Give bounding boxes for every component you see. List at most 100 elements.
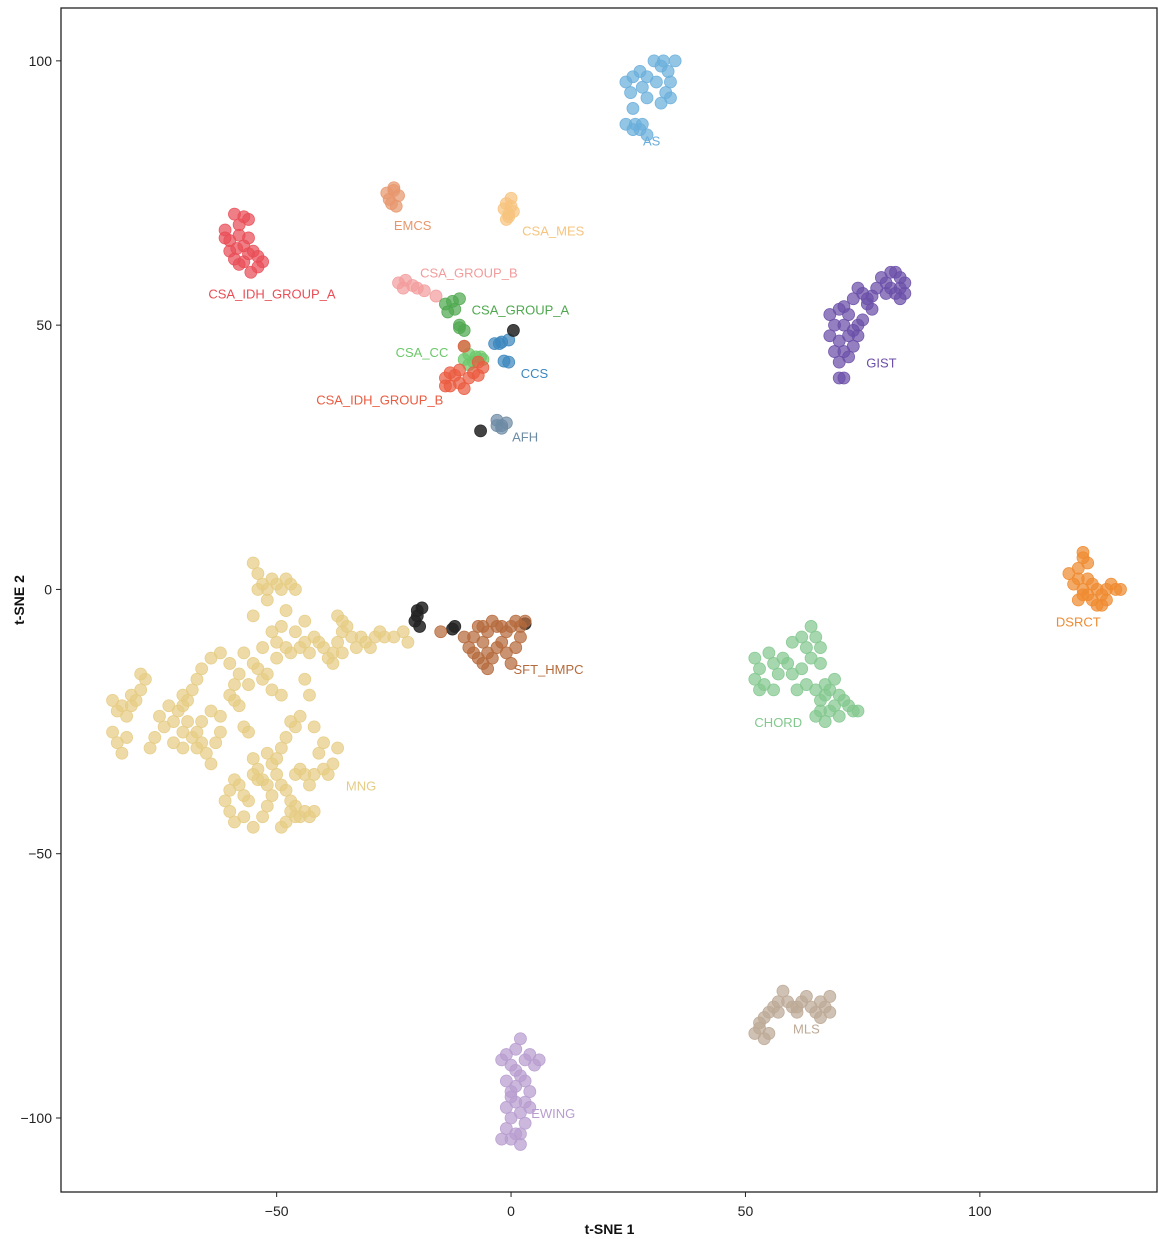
scatter-point — [106, 725, 119, 739]
scatter-point — [218, 794, 232, 808]
plot-frame — [60, 7, 1158, 1193]
scatter-point — [246, 609, 260, 623]
scatter-point — [790, 1000, 804, 1014]
scatter-point — [364, 641, 377, 654]
scatter-point — [228, 678, 241, 691]
scatter-point — [804, 620, 818, 633]
scatter-point — [279, 604, 293, 617]
scatter-point — [256, 810, 269, 824]
scatter-point — [124, 688, 138, 702]
scatter-point — [506, 324, 520, 337]
scatter-point — [818, 678, 832, 691]
scatter-point — [509, 1042, 523, 1056]
scatter-point — [640, 91, 654, 105]
scatter-point — [223, 783, 237, 797]
scatter-point — [408, 614, 422, 628]
scatter-point — [514, 1032, 527, 1046]
scatter-point — [335, 614, 349, 628]
scatter-point — [532, 1053, 546, 1067]
scatter-point — [176, 741, 190, 755]
scatter-point — [495, 635, 509, 649]
scatter-point — [504, 1090, 518, 1104]
scatter-point — [856, 313, 870, 327]
scatter-point — [270, 651, 284, 665]
scatter-point — [303, 688, 316, 702]
scatter-point — [453, 292, 466, 306]
scatter-point — [851, 704, 865, 718]
scatter-point — [509, 1064, 523, 1077]
scatter-point — [457, 382, 471, 395]
scatter-point — [879, 287, 893, 300]
scatter-point — [195, 736, 209, 750]
x-tick-label: −50 — [265, 1203, 289, 1219]
scatter-point — [242, 247, 255, 261]
scatter-point — [279, 731, 293, 744]
scatter-point — [274, 688, 288, 702]
scatter-point — [298, 672, 312, 686]
scatter-point — [795, 630, 809, 644]
cluster-label: CSA_GROUP_B — [420, 266, 518, 281]
scatter-point — [317, 736, 330, 750]
cluster-label: SFT_HMPC — [514, 662, 584, 677]
scatter-point — [790, 683, 804, 697]
cluster-label: EMCS — [394, 218, 432, 233]
scatter-point — [504, 657, 518, 670]
scatter-point — [204, 651, 218, 665]
scatter-point — [237, 810, 251, 824]
scatter-point — [832, 709, 846, 723]
scatter-point — [417, 284, 431, 298]
scatter-point — [448, 302, 462, 316]
scatter-point — [387, 181, 401, 195]
scatter-point — [387, 630, 401, 644]
scatter-point — [242, 725, 255, 739]
scatter-point — [260, 799, 274, 813]
scatter-point — [148, 731, 162, 744]
scatter-point — [842, 350, 855, 364]
scatter-point — [199, 746, 213, 760]
scatter-point — [106, 694, 119, 707]
scatter-point — [809, 709, 823, 723]
cluster-label: CSA_CC — [396, 345, 449, 360]
scatter-point — [256, 641, 269, 654]
scatter-point — [893, 292, 907, 306]
scatter-point — [846, 324, 860, 337]
scatter-point — [523, 1101, 537, 1114]
scatter-point — [439, 379, 452, 393]
scatter-point — [518, 614, 532, 628]
scatter-point — [429, 289, 443, 303]
scatter-point — [504, 191, 518, 205]
scatter-point — [635, 80, 649, 94]
scatter-point — [190, 672, 204, 686]
scatter-point — [471, 368, 485, 382]
scatter-point — [771, 1005, 785, 1019]
scatter-point — [213, 725, 227, 739]
scatter-point — [396, 281, 410, 295]
cluster-label: CSA_IDH_GROUP_B — [316, 392, 443, 407]
scatter-point — [781, 657, 795, 670]
scatter-point — [218, 231, 232, 245]
scatter-point — [518, 1116, 532, 1130]
scatter-points — [106, 54, 1127, 1151]
scatter-point — [176, 688, 190, 702]
scatter-point — [260, 667, 274, 681]
scatter-point — [448, 620, 462, 633]
scatter-point — [1076, 546, 1090, 559]
scatter-point — [153, 709, 166, 723]
scatter-point — [1081, 556, 1095, 570]
scatter-point — [246, 820, 260, 834]
scatter-point — [762, 646, 776, 660]
scatter-point — [242, 213, 255, 226]
scatter-point — [523, 1085, 537, 1098]
scatter-point — [814, 1011, 827, 1024]
cluster-label: AS — [643, 133, 661, 148]
scatter-point — [415, 601, 429, 615]
scatter-point — [298, 614, 312, 628]
scatter-point — [809, 630, 823, 644]
cluster-label: CSA_IDH_GROUP_A — [208, 287, 335, 302]
scatter-point — [242, 678, 255, 691]
scatter-point — [657, 54, 670, 68]
scatter-point — [649, 75, 663, 89]
scatter-point — [490, 419, 504, 432]
scatter-point — [246, 768, 260, 781]
